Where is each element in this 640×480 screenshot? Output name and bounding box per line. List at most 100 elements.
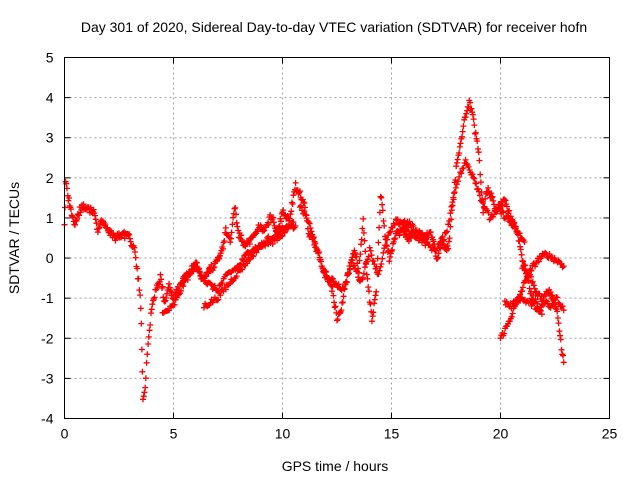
data-point xyxy=(470,174,477,181)
data-point xyxy=(459,133,465,140)
data-point xyxy=(68,206,74,213)
data-point xyxy=(501,330,508,337)
data-point xyxy=(531,300,538,306)
data-point xyxy=(261,227,268,234)
data-point xyxy=(446,235,453,242)
data-point xyxy=(208,281,215,288)
y-tick-label: -3 xyxy=(41,370,54,386)
data-point xyxy=(360,270,367,277)
data-point xyxy=(338,307,345,314)
data-point xyxy=(477,171,484,178)
data-point xyxy=(302,212,309,219)
data-point xyxy=(137,292,144,299)
data-point xyxy=(145,333,152,340)
data-point xyxy=(453,159,460,166)
data-point xyxy=(145,341,152,347)
data-point xyxy=(451,190,457,197)
y-tick-label: -4 xyxy=(41,411,54,427)
data-point xyxy=(445,245,452,252)
data-point xyxy=(472,129,479,136)
data-point xyxy=(147,322,154,328)
data-point xyxy=(439,233,446,240)
data-point xyxy=(520,263,527,270)
data-point xyxy=(499,208,506,215)
data-point xyxy=(382,242,389,249)
data-point xyxy=(453,163,460,170)
data-point xyxy=(269,241,276,247)
data-point xyxy=(296,204,303,211)
data-point xyxy=(552,305,559,312)
data-point xyxy=(560,307,567,314)
data-point xyxy=(509,310,516,317)
data-point xyxy=(469,171,476,178)
data-point xyxy=(292,223,299,229)
data-point xyxy=(391,236,398,243)
data-point xyxy=(195,266,202,273)
data-point xyxy=(450,196,457,203)
data-point xyxy=(300,199,307,206)
data-point xyxy=(146,327,153,334)
data-point xyxy=(354,268,361,275)
data-point xyxy=(508,313,515,320)
data-point xyxy=(482,195,489,202)
data-point xyxy=(419,229,425,236)
data-point xyxy=(523,269,530,276)
data-point xyxy=(138,346,145,353)
data-point xyxy=(233,211,239,218)
data-point xyxy=(140,393,147,400)
data-point xyxy=(468,105,475,112)
data-point xyxy=(476,157,483,164)
data-point xyxy=(472,130,479,137)
data-point xyxy=(560,263,567,270)
data-point xyxy=(528,267,535,274)
data-point xyxy=(532,263,539,270)
data-point xyxy=(335,281,342,288)
data-point xyxy=(451,189,458,196)
data-point xyxy=(448,203,455,210)
data-point xyxy=(471,122,478,129)
data-point xyxy=(444,242,451,249)
axis-ticks: 0 5 10 15 20 25 -4 -3 -2 -1 0 1 2 3 4 5 xyxy=(41,50,617,442)
data-point xyxy=(376,224,383,231)
data-point xyxy=(222,224,229,231)
data-point xyxy=(158,276,165,283)
data-point xyxy=(388,248,395,255)
data-point xyxy=(226,281,233,288)
data-point xyxy=(131,244,138,251)
data-point xyxy=(92,216,99,223)
data-point xyxy=(190,268,197,275)
data-point xyxy=(485,184,492,191)
data-point xyxy=(317,256,324,263)
data-point xyxy=(365,253,372,260)
data-point xyxy=(456,173,463,180)
data-point xyxy=(434,255,441,262)
y-tick-label: 3 xyxy=(46,130,54,146)
data-point xyxy=(462,156,469,163)
data-point xyxy=(159,283,166,290)
y-tick-label: -1 xyxy=(41,290,54,306)
data-point xyxy=(410,230,417,237)
data-point xyxy=(380,249,387,256)
data-point xyxy=(370,309,377,316)
data-point xyxy=(459,128,466,135)
data-point xyxy=(270,214,277,221)
data-point xyxy=(556,328,563,335)
data-point xyxy=(341,285,348,292)
data-point xyxy=(102,221,109,228)
data-point xyxy=(222,286,229,293)
data-point xyxy=(180,283,187,290)
data-point xyxy=(455,178,461,185)
data-point xyxy=(216,255,223,262)
data-point xyxy=(319,265,326,272)
data-point xyxy=(352,250,359,256)
data-point xyxy=(134,265,141,272)
data-point xyxy=(469,111,476,118)
data-point xyxy=(456,143,463,150)
data-point xyxy=(393,217,400,224)
data-point xyxy=(69,213,76,220)
data-point xyxy=(334,316,341,323)
data-point xyxy=(449,199,456,206)
data-point xyxy=(359,274,366,281)
data-point xyxy=(253,249,260,256)
